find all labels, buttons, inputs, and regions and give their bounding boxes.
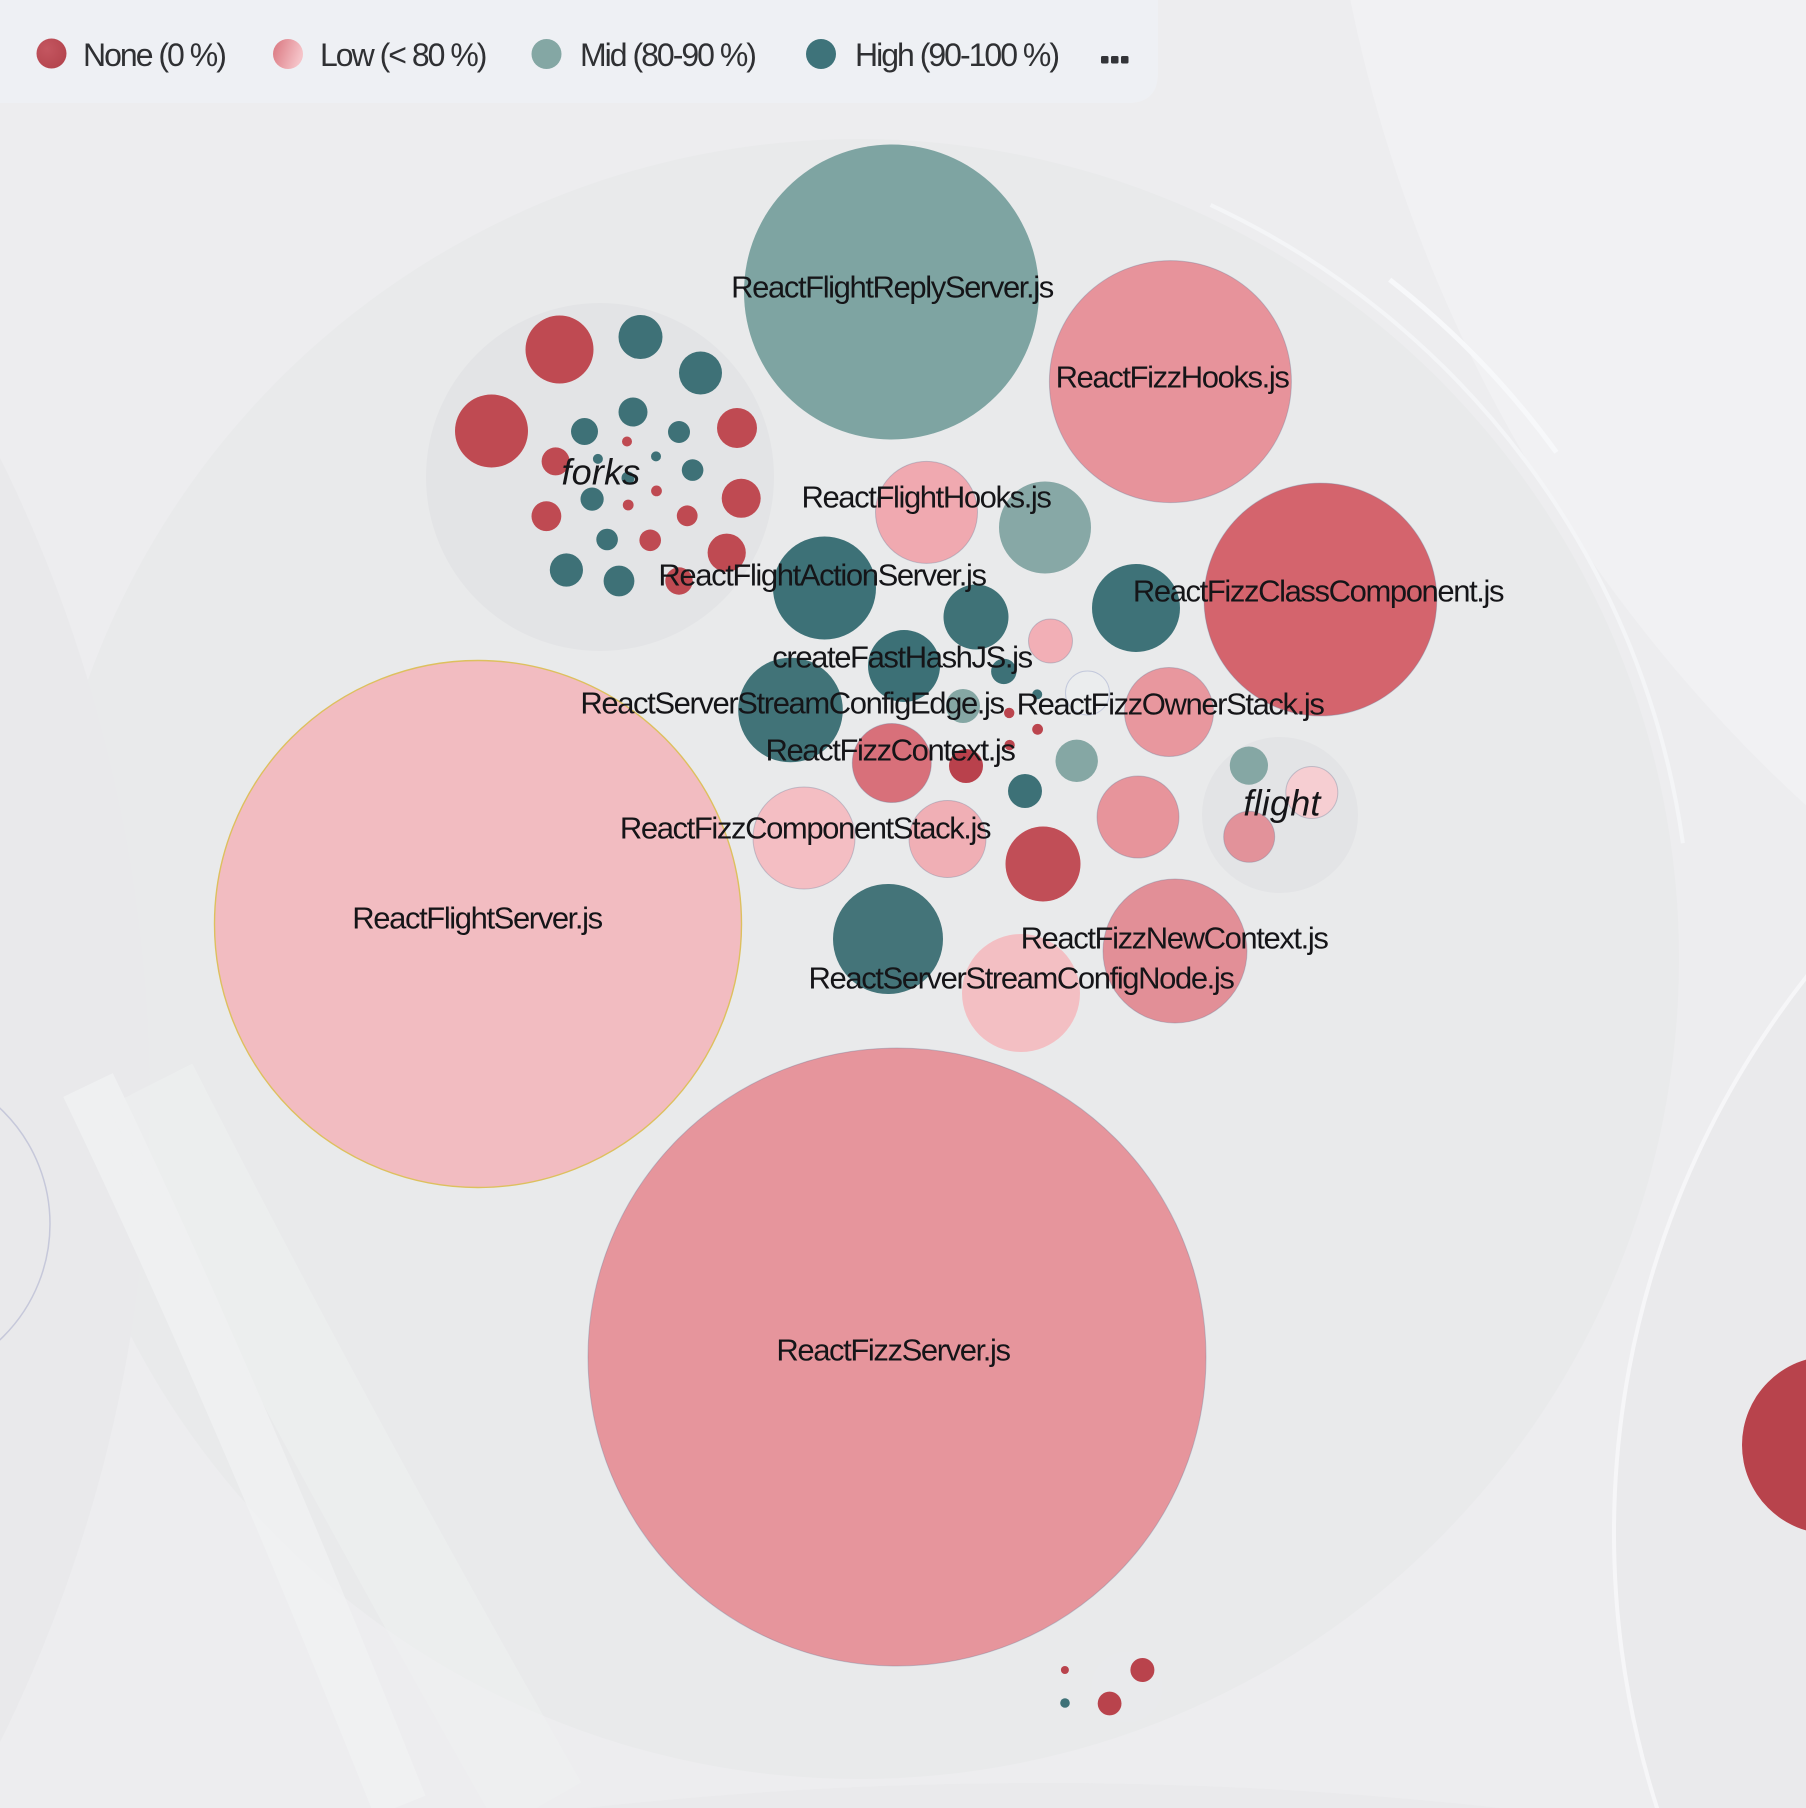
svg-text:ReactFlightServer.js: ReactFlightServer.js xyxy=(352,901,602,936)
svg-text:ReactFlightReplyServer.js: ReactFlightReplyServer.js xyxy=(731,270,1054,305)
svg-text:None (0 %): None (0 %) xyxy=(83,37,225,73)
svg-text:ReactFlightHooks.js: ReactFlightHooks.js xyxy=(801,480,1051,515)
svg-text:ReactFizzNewContext.js: ReactFizzNewContext.js xyxy=(1021,921,1329,956)
svg-text:forks: forks xyxy=(561,452,640,493)
svg-text:flight: flight xyxy=(1243,783,1322,824)
svg-text:ReactServerStreamConfigNode.js: ReactServerStreamConfigNode.js xyxy=(809,961,1235,996)
svg-text:ReactFizzServer.js: ReactFizzServer.js xyxy=(776,1333,1010,1368)
svg-text:ReactFizzContext.js: ReactFizzContext.js xyxy=(765,733,1015,768)
svg-text:ReactFizzHooks.js: ReactFizzHooks.js xyxy=(1056,360,1290,395)
svg-text:Low (< 80 %): Low (< 80 %) xyxy=(320,37,486,73)
svg-text:Mid (80-90 %): Mid (80-90 %) xyxy=(580,37,755,73)
svg-text:ReactFizzOwnerStack.js: ReactFizzOwnerStack.js xyxy=(1017,687,1325,722)
svg-text:ReactServerStreamConfigEdge.js: ReactServerStreamConfigEdge.js xyxy=(580,686,1004,721)
svg-text:ReactFizzComponentStack.js: ReactFizzComponentStack.js xyxy=(620,811,991,846)
svg-text:High (90-100 %): High (90-100 %) xyxy=(855,37,1058,73)
svg-text:ReactFlightActionServer.js: ReactFlightActionServer.js xyxy=(658,558,986,593)
svg-text:createFastHashJS.js: createFastHashJS.js xyxy=(772,640,1032,675)
svg-text:ReactFizzClassComponent.js: ReactFizzClassComponent.js xyxy=(1133,574,1504,609)
